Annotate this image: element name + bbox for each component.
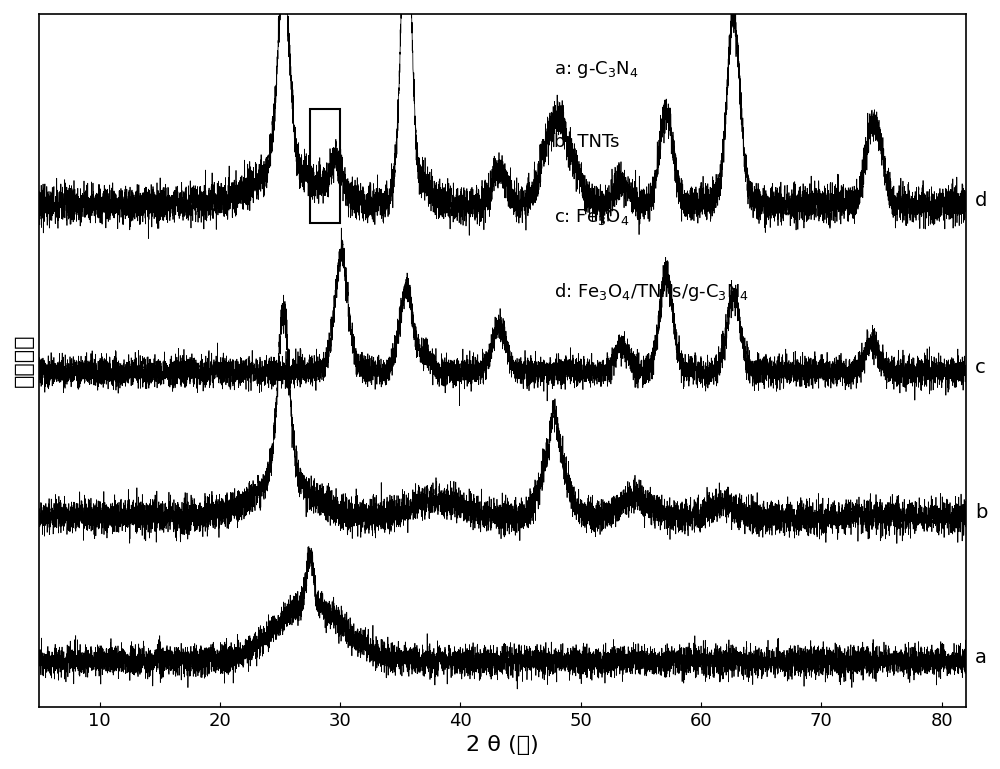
Text: d: d xyxy=(975,191,988,210)
X-axis label: 2 θ (度): 2 θ (度) xyxy=(466,735,539,755)
Text: b: TNTs: b: TNTs xyxy=(554,133,619,151)
Text: a: g-C$_3$N$_4$: a: g-C$_3$N$_4$ xyxy=(554,59,638,80)
Text: c: c xyxy=(975,358,986,378)
Text: a: a xyxy=(975,647,987,667)
Bar xyxy=(310,109,340,223)
Text: b: b xyxy=(975,503,988,522)
Y-axis label: 相对强度: 相对强度 xyxy=(14,334,34,387)
Text: d: Fe$_3$O$_4$/TNTs/g-C$_3$N$_4$: d: Fe$_3$O$_4$/TNTs/g-C$_3$N$_4$ xyxy=(554,281,749,303)
Text: c: Fe$_3$O$_4$: c: Fe$_3$O$_4$ xyxy=(554,207,629,227)
